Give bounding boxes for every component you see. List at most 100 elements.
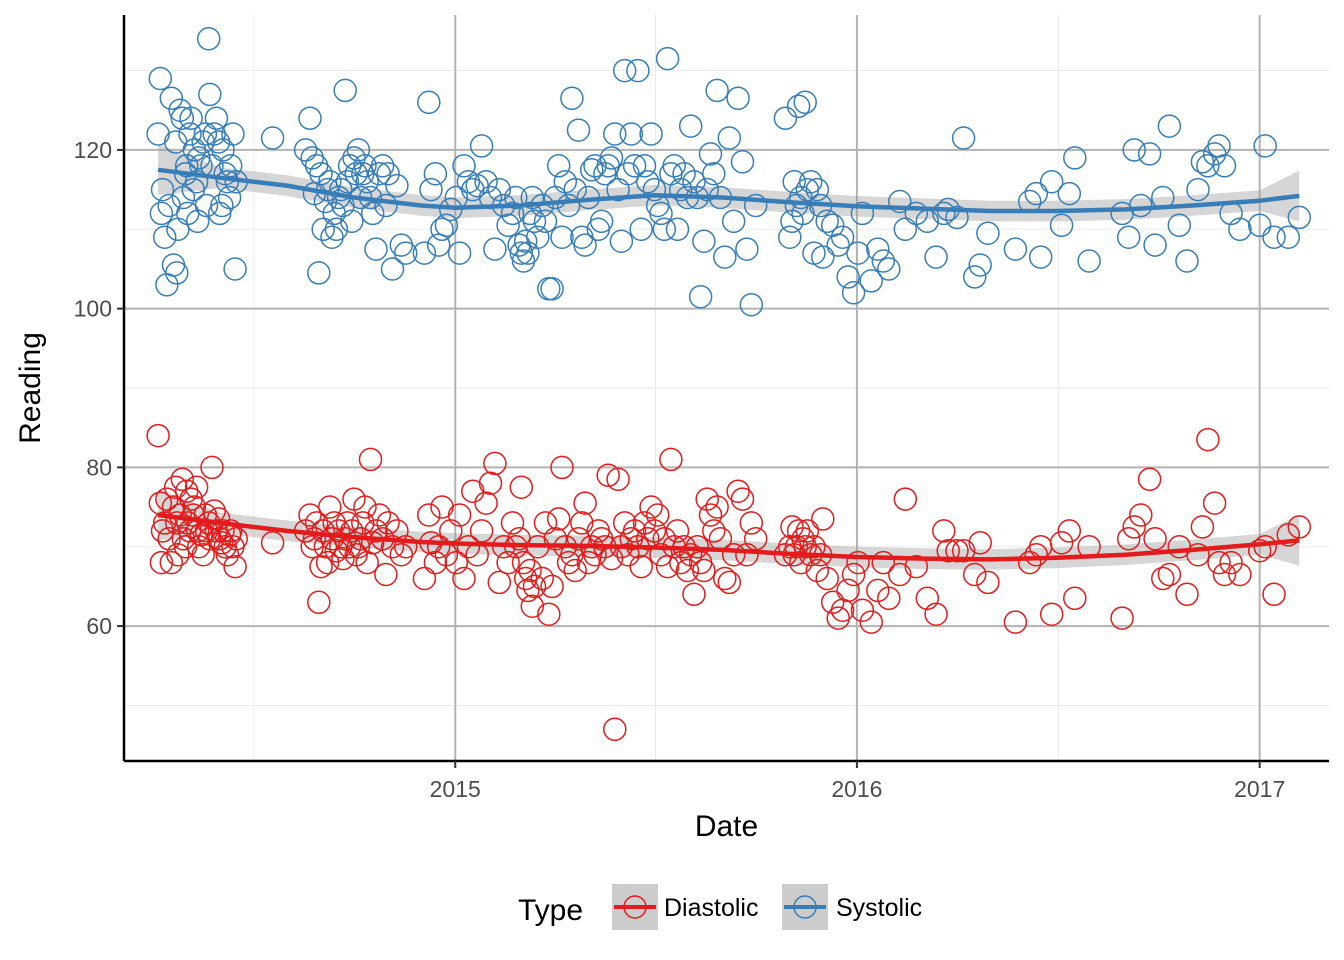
diastolic-point: [520, 594, 545, 618]
diastolic-point: [976, 570, 1000, 595]
legend-title: Type: [518, 894, 583, 927]
diastolic-ribbon: [158, 489, 1300, 570]
diastolic-point: [713, 566, 737, 591]
diastolic-point: [932, 519, 956, 543]
systolic-point: [452, 154, 476, 178]
systolic-point: [540, 277, 564, 301]
systolic-point: [678, 114, 703, 138]
diastolic-point: [576, 550, 601, 575]
diastolic-point: [639, 495, 663, 519]
systolic-point: [307, 261, 331, 285]
diastolic-point: [417, 503, 441, 527]
systolic-point: [412, 241, 437, 265]
diastolic-point: [163, 475, 188, 499]
diastolic-point: [603, 717, 627, 742]
systolic-point: [612, 58, 637, 83]
diastolic-point: [1196, 427, 1220, 452]
diastolic-point: [945, 538, 969, 563]
systolic-point: [184, 169, 209, 194]
systolic-point: [526, 225, 550, 249]
diastolic-point: [353, 495, 377, 519]
diastolic-point: [893, 487, 918, 511]
systolic-point: [483, 237, 507, 261]
systolic-point: [385, 173, 409, 198]
diastolic-point: [516, 578, 540, 603]
systolic-point: [639, 122, 663, 146]
diastolic-point: [376, 511, 400, 535]
systolic-point: [652, 217, 677, 242]
diastolic-point: [447, 503, 472, 527]
diastolic-point: [412, 566, 437, 591]
systolic-point: [311, 217, 335, 242]
diastolic-point: [518, 558, 542, 583]
systolic-point: [550, 225, 574, 249]
diastolic-point: [444, 550, 469, 575]
systolic-point: [223, 257, 247, 281]
diastolic-point: [159, 550, 184, 575]
diastolic-point: [215, 542, 240, 567]
diastolic-point: [206, 507, 231, 531]
systolic-point: [376, 161, 400, 186]
systolic-point: [434, 213, 459, 238]
systolic-point: [1077, 249, 1101, 273]
systolic-point: [692, 229, 716, 253]
diastolic-point: [309, 554, 333, 579]
systolic-point: [1212, 154, 1237, 178]
diastolic-point: [915, 586, 940, 611]
systolic-point: [150, 177, 175, 202]
y-tick-label: 100: [74, 296, 112, 322]
diastolic-point: [675, 558, 700, 583]
systolic-point: [782, 169, 806, 194]
diastolic-point: [155, 487, 179, 511]
systolic-point: [793, 90, 817, 115]
systolic-point: [546, 154, 571, 178]
diastolic-point: [166, 542, 190, 567]
systolic-point: [221, 122, 245, 146]
diastolic-point: [364, 519, 388, 543]
systolic-point: [726, 86, 750, 111]
systolic-point: [533, 209, 558, 234]
systolic-point: [798, 169, 823, 194]
systolic-point: [688, 284, 713, 309]
diastolic-point: [1129, 503, 1153, 527]
systolic-point: [496, 213, 520, 238]
systolic-point: [1253, 134, 1277, 158]
diastolic-point: [645, 503, 670, 527]
diastolic-point: [951, 538, 976, 563]
diastolic-point: [171, 527, 196, 551]
axes: [122, 15, 1329, 763]
systolic-point: [924, 245, 948, 269]
diastolic-point: [184, 475, 209, 499]
diastolic-point: [1116, 527, 1141, 551]
diastolic-point: [936, 538, 960, 563]
systolic-point: [705, 78, 729, 103]
systolic-point: [187, 146, 211, 170]
systolic-point: [360, 201, 385, 226]
diastolic-point: [210, 531, 234, 555]
diastolic-point: [730, 487, 755, 511]
systolic-point: [888, 189, 912, 214]
systolic-point: [474, 169, 498, 194]
diastolic-point: [859, 610, 883, 634]
diastolic-point: [1143, 527, 1167, 551]
diastolic-point: [474, 491, 498, 515]
diastolic-point: [1151, 566, 1175, 591]
diastolic-point: [811, 507, 835, 531]
legend: Type Diastolic Systolic: [518, 884, 922, 930]
diastolic-point: [550, 455, 574, 480]
diastolic-point: [218, 519, 243, 543]
diastolic-point: [717, 570, 742, 595]
systolic-point: [830, 225, 855, 249]
systolic-point: [805, 177, 830, 202]
diastolic-point: [150, 519, 175, 543]
systolic-point: [866, 237, 890, 261]
systolic-point: [1175, 249, 1199, 273]
diastolic-point: [962, 562, 987, 587]
diastolic-point: [1039, 602, 1064, 626]
systolic-point: [622, 154, 647, 178]
diastolic-point: [682, 582, 706, 607]
diastolic-point: [426, 534, 451, 559]
diastolic-point: [636, 527, 660, 551]
diastolic-point: [1175, 582, 1199, 607]
